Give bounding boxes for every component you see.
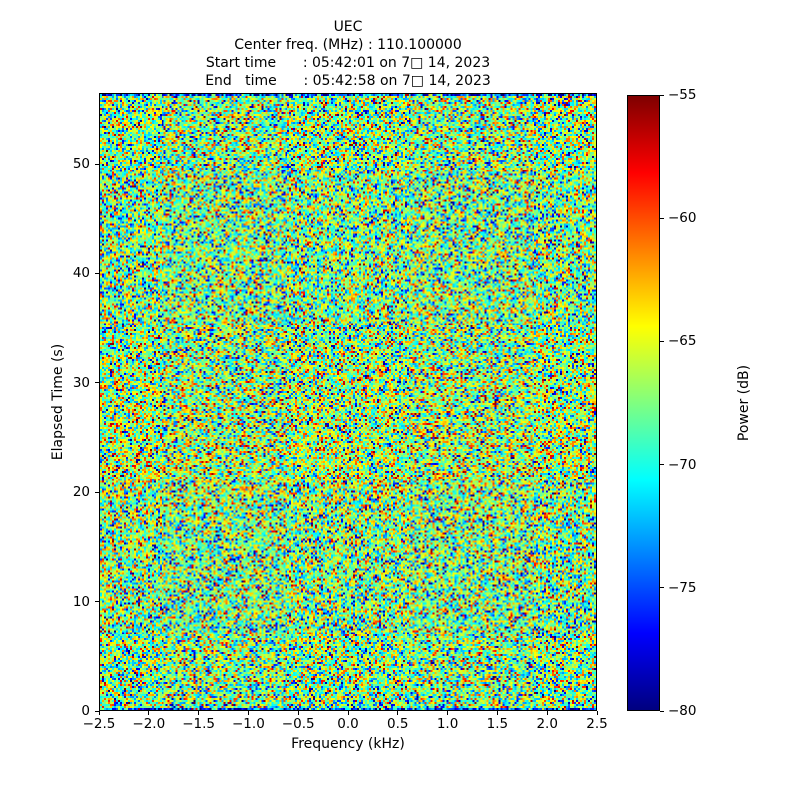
x-tick — [98, 711, 100, 715]
colorbar-tick-label: −65 — [668, 333, 697, 350]
y-tick-label: 30 — [72, 374, 90, 391]
y-tick — [95, 491, 99, 493]
chart-title-block: UEC Center freq. (MHz) : 110.100000 Star… — [99, 18, 597, 90]
chart-subtitle-start-time: Start time : 05:42:01 on 7□ 14, 2023 — [205, 55, 491, 71]
spectrogram-image — [100, 94, 596, 710]
colorbar-tick-label: −75 — [668, 579, 697, 596]
x-tick — [148, 711, 150, 715]
y-tick — [95, 710, 99, 712]
colorbar — [627, 95, 660, 711]
x-tick-label: 2.5 — [586, 716, 608, 732]
x-tick-label: 1.5 — [486, 716, 509, 732]
y-tick-label: 10 — [72, 593, 90, 610]
colorbar-tick — [660, 464, 664, 466]
x-tick-label: −2.0 — [132, 716, 166, 732]
x-tick — [297, 711, 299, 715]
x-tick — [347, 711, 349, 715]
x-tick-label: −1.5 — [182, 716, 215, 732]
x-tick — [447, 711, 449, 715]
y-tick-label: 50 — [72, 156, 90, 173]
colorbar-tick-label: −60 — [668, 210, 697, 227]
chart-subtitle-end-time: End time : 05:42:58 on 7□ 14, 2023 — [205, 73, 491, 89]
colorbar-tick — [660, 217, 664, 219]
x-tick — [198, 711, 200, 715]
y-axis-label: Elapsed Time (s) — [50, 343, 66, 461]
x-tick-label: 2.0 — [536, 716, 558, 732]
y-tick-label: 20 — [72, 484, 90, 501]
x-tick-label: −2.5 — [82, 716, 116, 732]
x-tick-label: 0.5 — [387, 716, 409, 732]
x-tick-label: 1.0 — [436, 716, 459, 732]
x-tick-label: −0.5 — [281, 716, 315, 732]
x-tick — [496, 711, 498, 715]
colorbar-tick — [660, 710, 664, 712]
x-tick — [247, 711, 249, 715]
x-tick-label: 0.0 — [337, 716, 359, 732]
y-tick — [95, 163, 99, 165]
colorbar-tick-label: −80 — [668, 703, 697, 719]
colorbar-tick-label: −70 — [668, 456, 697, 473]
x-axis-label: Frequency (kHz) — [291, 736, 405, 752]
x-tick — [546, 711, 548, 715]
x-tick-label: −1.0 — [232, 716, 265, 732]
colorbar-tick-label: −55 — [668, 87, 697, 103]
chart-title: UEC — [333, 19, 363, 35]
x-tick — [397, 711, 399, 715]
chart-subtitle-center-freq: Center freq. (MHz) : 110.100000 — [234, 37, 462, 53]
colorbar-tick — [660, 340, 664, 342]
colorbar-tick — [660, 94, 664, 96]
colorbar-label: Power (dB) — [736, 364, 752, 442]
y-tick — [95, 272, 99, 274]
x-tick — [596, 711, 598, 715]
y-tick — [95, 601, 99, 603]
y-tick — [95, 382, 99, 384]
y-tick-label: 0 — [81, 703, 90, 719]
plot-area — [99, 93, 597, 711]
y-tick-label: 40 — [72, 265, 90, 282]
colorbar-tick — [660, 587, 664, 589]
